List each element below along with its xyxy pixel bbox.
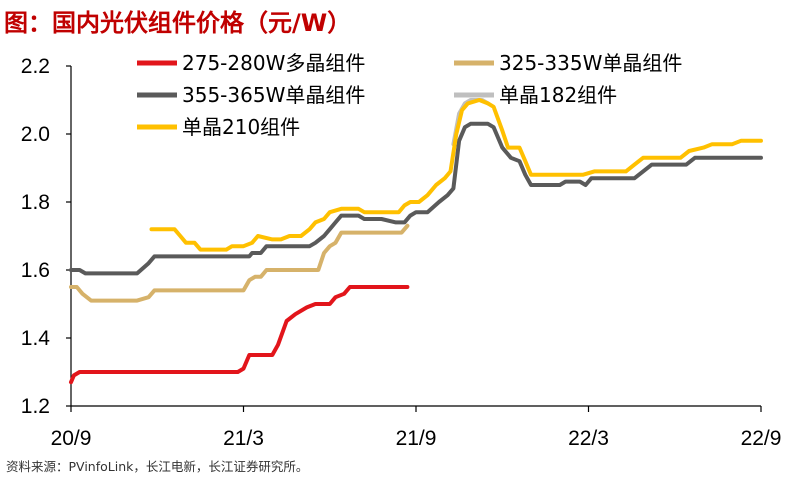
x-tick-label: 20/9 xyxy=(51,427,92,450)
legend-label: 355-365W单晶组件 xyxy=(182,83,365,107)
legend-item: 单晶210组件 xyxy=(137,115,300,139)
y-tick-label: 1.8 xyxy=(21,191,50,214)
y-tick-label: 1.4 xyxy=(21,327,51,350)
legend-item: 325-335W单晶组件 xyxy=(454,51,682,75)
chart-axes xyxy=(70,66,761,407)
series-lines xyxy=(69,98,763,385)
legend-label: 325-335W单晶组件 xyxy=(499,51,682,75)
legend-item: 275-280W多晶组件 xyxy=(137,51,365,75)
legend-item: 355-365W单晶组件 xyxy=(137,83,365,107)
series-line-3 xyxy=(69,121,763,276)
chart-title: 图：国内光伏组件价格（元/W） xyxy=(4,9,352,37)
legend: 275-280W多晶组件 325-335W单晶组件 355-365W单晶组件 单晶18… xyxy=(137,51,682,139)
y-axis-ticks: 1.2 1.4 1.6 1.8 2.0 2.2 xyxy=(21,55,71,418)
source-note: 资料来源：PVinfoLink，长江电新，长江证券研究所。 xyxy=(6,459,309,474)
series-line-5 xyxy=(149,98,763,252)
x-tick-label: 22/3 xyxy=(568,427,609,450)
legend-label: 单晶210组件 xyxy=(182,115,300,139)
y-tick-label: 2.2 xyxy=(21,55,50,78)
x-tick-label: 21/9 xyxy=(396,427,437,450)
x-axis-ticks: 20/9 21/3 21/9 22/3 22/9 xyxy=(51,406,782,450)
y-tick-label: 1.2 xyxy=(21,395,50,418)
legend-item: 单晶182组件 xyxy=(454,83,617,107)
series-line-2 xyxy=(69,223,410,303)
x-tick-label: 22/9 xyxy=(741,427,782,450)
series-line-1 xyxy=(69,285,410,385)
legend-label: 275-280W多晶组件 xyxy=(182,51,365,75)
legend-label: 单晶182组件 xyxy=(499,83,617,107)
y-tick-label: 2.0 xyxy=(21,123,50,146)
y-tick-label: 1.6 xyxy=(21,259,50,282)
x-tick-label: 21/3 xyxy=(223,427,264,450)
